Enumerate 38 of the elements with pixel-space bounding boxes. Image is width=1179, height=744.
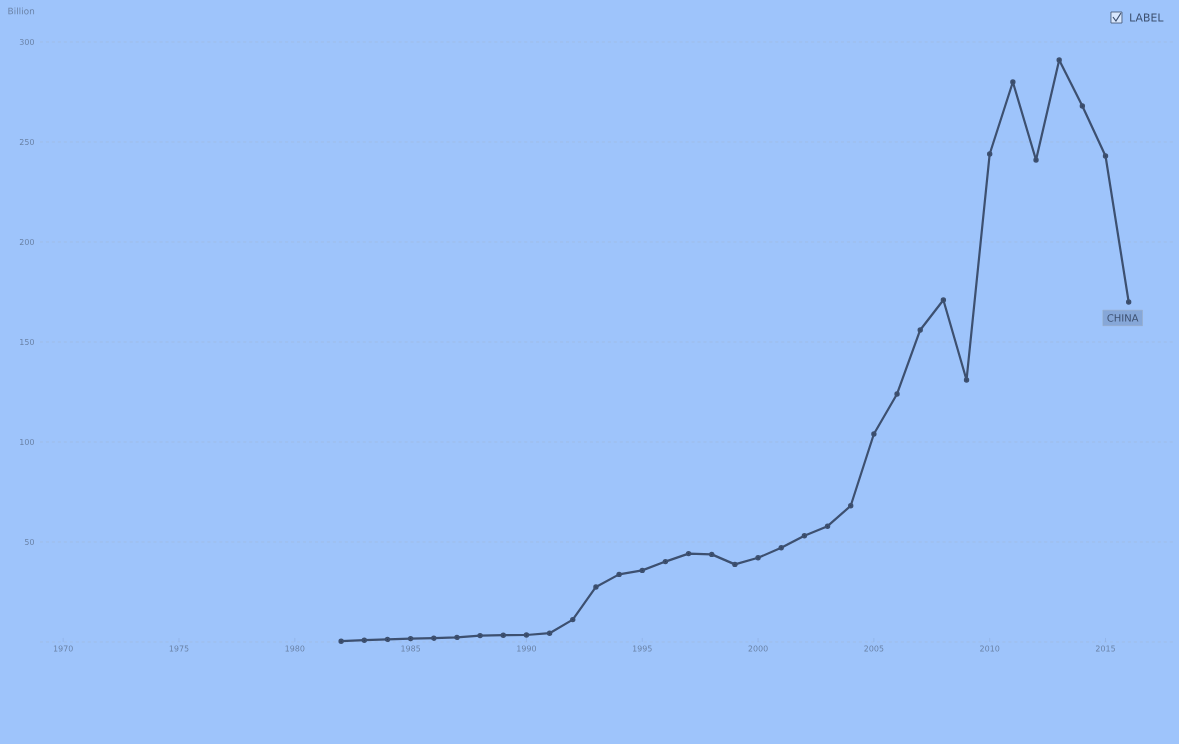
y-axis-title: Billion	[8, 7, 35, 15]
point	[848, 503, 854, 509]
point	[546, 630, 553, 636]
point	[940, 297, 947, 303]
point	[1102, 153, 1109, 159]
point	[987, 151, 993, 157]
point	[755, 555, 761, 561]
point	[616, 571, 622, 578]
point	[732, 561, 738, 568]
point	[407, 635, 414, 642]
point	[963, 377, 970, 383]
point	[523, 632, 530, 638]
point	[593, 584, 599, 590]
point	[570, 616, 576, 623]
point	[384, 636, 391, 643]
point	[662, 558, 669, 565]
point	[1056, 57, 1062, 63]
point	[685, 550, 692, 557]
point	[639, 567, 645, 574]
point	[778, 545, 784, 551]
text: LABEL	[1130, 13, 1164, 22]
point	[709, 551, 715, 558]
point	[1125, 299, 1132, 305]
point	[338, 638, 344, 644]
point	[894, 391, 900, 397]
point	[454, 634, 460, 641]
point	[500, 632, 506, 638]
point	[801, 533, 808, 539]
point	[361, 637, 367, 643]
point	[1033, 157, 1039, 163]
point	[431, 635, 437, 641]
point	[477, 632, 483, 639]
series-label: CHINA	[1107, 314, 1139, 322]
point	[1079, 103, 1086, 109]
point	[871, 431, 877, 437]
point	[1010, 79, 1016, 85]
point	[917, 327, 923, 333]
point	[824, 523, 831, 529]
